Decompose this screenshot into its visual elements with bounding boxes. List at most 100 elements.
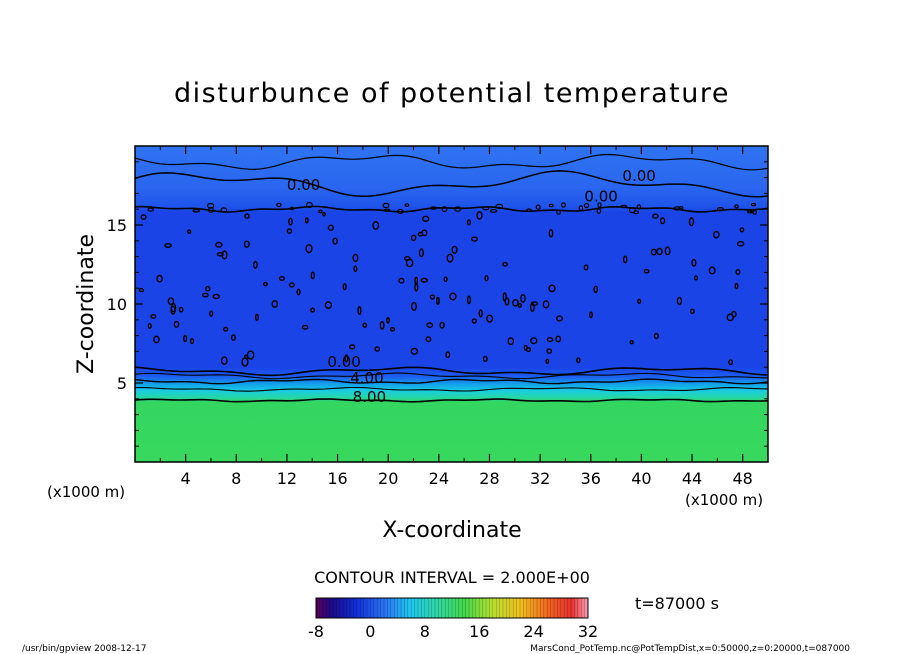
contour-blob [411,301,418,311]
contour-blob [484,275,489,282]
contour-blob [734,282,739,290]
contour-blob [446,253,454,263]
contour-blob [451,245,458,254]
contour-blob [215,241,223,248]
contour-blob [271,300,279,309]
contour-blobs [138,201,758,367]
contour-blob [379,320,385,330]
contour-blob [556,209,562,215]
y-tick-label: 10 [107,295,127,314]
contour-label: 4.00 [350,369,383,387]
contour-blob [216,251,224,257]
contour-blob [620,204,628,209]
contour-blob [523,344,528,351]
contour-blob [486,314,494,323]
contour-blob [678,206,684,210]
contour-blob [596,208,602,214]
contour-blob [482,355,488,363]
contour-blob [410,234,417,242]
contour-blob [454,206,462,212]
contour-blob [147,207,155,212]
contour-blob [712,230,720,239]
colorbar-tick-label: 24 [523,622,543,641]
contour-blob [688,217,695,227]
contour-blob [383,208,391,212]
contour-blob [362,322,368,328]
contour-blob [410,347,419,355]
contour-blob [304,217,309,224]
contour-blob [728,359,734,366]
contour-label: 8.00 [353,388,386,406]
time-label: t=87000 s [635,594,719,613]
contour-blob [396,208,404,215]
contour-blob [418,248,424,258]
contour-blob [708,266,716,275]
colorbar: -8 0 8 16 24 32 [308,597,598,641]
contour-blob [507,337,515,346]
contour-label: 0.00 [622,167,655,185]
contour-blob [548,203,554,208]
colorbar-tick-label: 0 [365,622,375,641]
contour-blob [205,285,211,292]
contour-blob [676,296,683,306]
contour-blob [535,204,541,211]
x-unit-left: (x1000 m) [47,483,125,501]
contour-blob [636,204,642,210]
contour-blob [435,296,440,306]
contour-blob [578,205,584,211]
contour-blob [425,336,432,343]
y-tick-label: 15 [107,216,127,235]
contour-blob [443,276,448,283]
contour-blob [241,357,249,367]
colorbar-tick-label: 8 [420,622,430,641]
contour-blob [310,307,316,313]
contour-blob [525,208,532,213]
x-tick-label: 24 [429,469,449,488]
contour-blob [263,281,269,287]
contour-blob [690,308,695,315]
contour-blob [545,358,550,364]
contour-blob [301,324,309,330]
contour-labels: 0.000.000.000.004.008.00 [287,167,656,406]
x-tick-label: 32 [530,469,550,488]
contour-blob [445,351,451,359]
contour-line [135,372,768,380]
contour-blob [417,231,424,237]
contour-blob [693,275,699,281]
contour-blob [183,334,188,343]
contour-blob [278,276,286,282]
x-tick-label: 40 [631,469,651,488]
contour-blob [691,258,697,267]
contour-blob [305,244,313,254]
contour-blob [220,207,228,213]
contour-blob [352,253,359,263]
contour-label: 0.00 [584,187,617,205]
contour-blob [404,203,410,208]
contour-blob [348,344,356,350]
contour-blob [372,220,380,230]
contour-blob [150,313,157,319]
contour-blob [495,203,504,210]
contour-blob [520,293,526,303]
contour-blob [288,282,295,288]
footer-right: MarsCond_PotTemp.nc@PotTempDist,x=0:5000… [530,644,850,654]
contour-blob [512,298,519,307]
contour-blob [332,237,338,245]
contour-blob [403,255,411,261]
contour-blob [749,209,755,213]
contour-blob [560,202,566,208]
contour-blob [622,255,628,264]
contour-blob [201,292,209,298]
contour-blob [478,309,483,318]
contour-blob [489,208,498,213]
contour-blob [286,228,293,234]
contour-blob [530,337,538,345]
contour-blob [246,350,255,360]
contour-blob [153,335,160,344]
contour-blob [673,206,681,211]
contour-blob [429,294,436,300]
contour-blob [156,274,163,283]
contour-blob [189,338,195,345]
contour-blob [482,206,490,211]
contour-blob [583,202,590,209]
